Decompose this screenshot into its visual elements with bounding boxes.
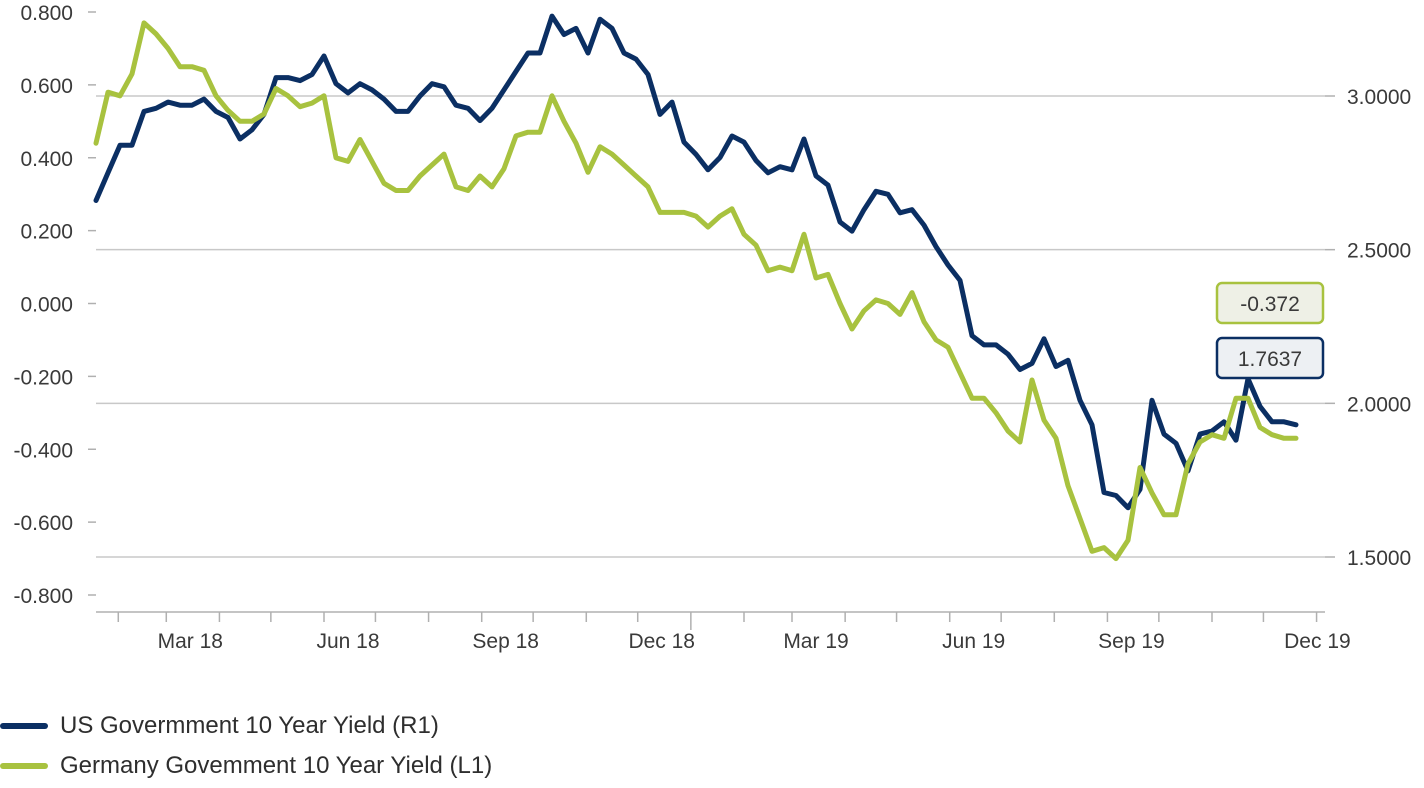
legend-swatch-us xyxy=(0,723,48,729)
x-axis-label: Mar 19 xyxy=(783,630,848,653)
flag-box xyxy=(1215,336,1325,380)
left-axis-label: -0.600 xyxy=(13,512,73,535)
right-axis-label: 2.5000 xyxy=(1347,240,1411,263)
x-axis-label: Sep 18 xyxy=(472,630,539,653)
flag-value: -0.372 xyxy=(1240,293,1300,316)
left-axis-label: 0.400 xyxy=(20,148,73,171)
legend-item-germany: Germany Govemment 10 Year Yield (L1) xyxy=(0,746,492,786)
left-axis-label: 0.200 xyxy=(20,221,73,244)
left-axis-label: -0.800 xyxy=(13,585,73,608)
left-axis-label: 0.000 xyxy=(20,294,73,317)
series-lines xyxy=(93,13,1299,562)
left-axis-label: -0.200 xyxy=(13,366,73,389)
germany-last-value-flag: -0.372 xyxy=(1215,281,1325,325)
x-axis-label: Jun 19 xyxy=(942,630,1005,653)
legend-label-us: US Govermment 10 Year Yield (R1) xyxy=(60,712,439,739)
left-axis-label: -0.400 xyxy=(13,439,73,462)
us-last-value-flag: 1.7637 xyxy=(1215,336,1325,380)
series-line-us xyxy=(93,13,1299,511)
x-axis-label: Mar 18 xyxy=(158,630,223,653)
legend: US Govermment 10 Year Yield (R1) Germany… xyxy=(0,706,492,786)
flag-box xyxy=(1215,281,1325,325)
grid-lines xyxy=(96,95,1335,558)
x-axis-label: Dec 18 xyxy=(628,630,695,653)
right-axis-label: 1.5000 xyxy=(1347,547,1411,570)
left-axis-label: 0.600 xyxy=(20,75,73,98)
x-axis-label: Dec 19 xyxy=(1284,630,1351,653)
yield-chart: 0.800 0.600 0.400 0.200 0.000 -0.200 -0.400 -0.… xyxy=(13,2,1411,653)
axes xyxy=(96,611,1325,630)
x-axis-ticks: Mar 18 Jun 18 Sep 18 Dec 18 Mar 19 Jun 19 Sep … xyxy=(158,630,1351,653)
legend-swatch-germany xyxy=(0,763,48,769)
left-axis-ticks: 0.800 0.600 0.400 0.200 0.000 -0.200 -0.400 -0.… xyxy=(13,2,96,608)
legend-label-germany: Germany Govemment 10 Year Yield (L1) xyxy=(60,752,493,779)
x-axis-label: Sep 19 xyxy=(1098,630,1165,653)
right-axis-label: 2.0000 xyxy=(1347,393,1411,416)
flag-value: 1.7637 xyxy=(1238,348,1302,371)
series-line-germany xyxy=(93,20,1299,562)
left-axis-label: 0.800 xyxy=(20,2,73,25)
right-axis-label: 3.0000 xyxy=(1347,86,1411,109)
x-axis-label: Jun 18 xyxy=(316,630,379,653)
right-axis-ticks: 3.0000 2.5000 2.0000 1.5000 xyxy=(1347,86,1411,570)
last-value-labels: -0.372 1.7637 xyxy=(1215,281,1325,380)
legend-item-us: US Govermment 10 Year Yield (R1) xyxy=(0,706,492,746)
